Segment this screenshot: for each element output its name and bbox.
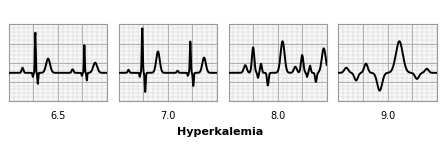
Text: 7.0: 7.0 [160, 111, 176, 122]
Text: 9.0: 9.0 [380, 111, 395, 122]
Text: Hyperkalemia: Hyperkalemia [177, 127, 264, 137]
Text: 8.0: 8.0 [270, 111, 285, 122]
Text: 6.5: 6.5 [50, 111, 66, 122]
